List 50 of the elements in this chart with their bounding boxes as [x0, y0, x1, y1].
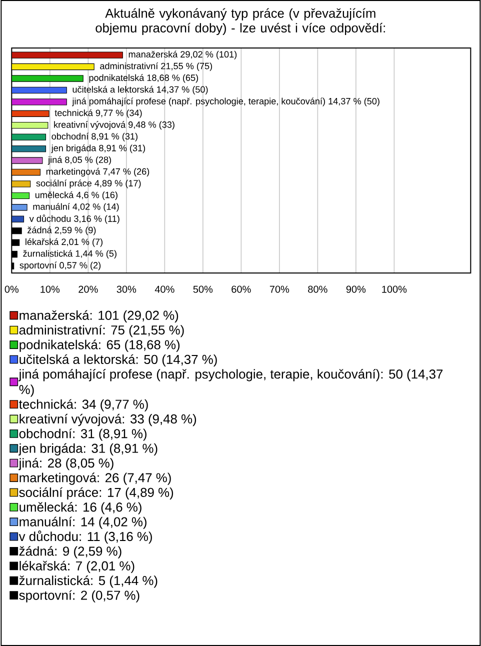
data-label: jen brigáda 8,91 % (31) — [51, 144, 146, 154]
legend-label: jen brigáda: 31 (8,91 %) — [18, 443, 158, 456]
legend-label: v důchodu: 11 (3,16 %) — [19, 530, 152, 544]
legend-label: umělecká: 16 (4,6 %) — [20, 502, 142, 514]
x-tick-label: 0% — [4, 286, 19, 293]
x-tick-label: 90% — [346, 286, 366, 293]
data-label: sportovní 0,57 % (2) — [20, 262, 101, 270]
data-label: marketingová 7,47 % (26) — [46, 168, 150, 177]
legend-label: učitelská a lektorská: 50 (14,37 %) — [20, 354, 218, 367]
legend-label: manuální: 14 (4,02 %) — [20, 516, 147, 529]
x-tick-label: 60% — [232, 286, 251, 293]
data-label: žurnalistická 1,44 % (5) — [23, 250, 117, 259]
x-tick-label: 50% — [193, 286, 213, 293]
x-tick-label: 70% — [270, 286, 290, 293]
x-tick-label: 80% — [308, 286, 328, 293]
x-tick-label: 20% — [78, 286, 98, 293]
legend-label: administrativní: 75 (21,55 %) — [20, 324, 184, 338]
legend-label: technická: 34 (9,77 %) — [19, 399, 148, 412]
data-label: obchodní 8,91 % (31) — [52, 132, 138, 142]
data-label: žádná 2,59 % (9) — [28, 226, 96, 236]
legend-label: sociální práce: 17 (4,89 %) — [19, 487, 174, 500]
data-label: podnikatelská 18,68 % (65) — [89, 74, 198, 83]
data-label: administrativní 21,55 % (75) — [100, 62, 212, 72]
data-label: manuální 4,02 % (14) — [33, 203, 119, 212]
legend-label: lékařská: 7 (2,01 %) — [20, 560, 134, 574]
x-tick-label: 40% — [155, 286, 174, 293]
legend-label: sportovní: 2 (0,57 %) — [19, 590, 140, 602]
data-label: kreativní vývojová 9,48 % (33) — [54, 121, 175, 130]
data-label: umělecká 4,6 % (16) — [36, 191, 118, 200]
data-label: technická 9,77 % (34) — [54, 109, 142, 118]
data-label: manažerská 29,02 % (101) — [129, 50, 237, 60]
legend-label: manažerská: 101 (29,02 %) — [20, 310, 178, 322]
x-tick-label: 30% — [116, 286, 136, 293]
data-label: v důchodu 3,16 % (11) — [30, 214, 120, 224]
legend-label: žádná: 9 (2,59 %) — [20, 546, 122, 558]
chart-title: Aktuálně vykonávaný typ práce (v převažujícím objemu pracovní doby) - lze uvést i více odpovědí: — [96, 8, 386, 36]
legend-label: jiná: 28 (8,05 %) — [18, 458, 114, 470]
legend-label: jiná pomáhající profese (např. psychologie, terapie, koučování): 50 (14,37 %) — [18, 369, 443, 397]
data-label: lékařská 2,01 % (7) — [26, 238, 103, 247]
x-tick-label: 10% — [40, 286, 60, 293]
x-tick-label: 100% — [382, 286, 407, 293]
data-label: jiná pomáhající profese (např. psychologie, terapie, koučování) 14,37 % (50) — [72, 98, 380, 106]
data-label: učitelská a lektorská 14,37 % (50) — [72, 86, 208, 94]
legend-label: obchodní: 31 (8,91 %) — [20, 428, 147, 441]
data-label: jiná 8,05 % (28) — [48, 156, 112, 165]
legend-label: kreativní vývojová: 33 (9,48 %) — [20, 414, 196, 426]
legend-label: žurnalistická: 5 (1,44 %) — [20, 576, 158, 588]
legend-label: podnikatelská: 65 (18,68 %) — [20, 340, 180, 352]
legend-label: marketingová: 26 (7,47 %) — [20, 472, 172, 485]
data-label: sociální práce 4,89 % (17) — [36, 180, 141, 188]
